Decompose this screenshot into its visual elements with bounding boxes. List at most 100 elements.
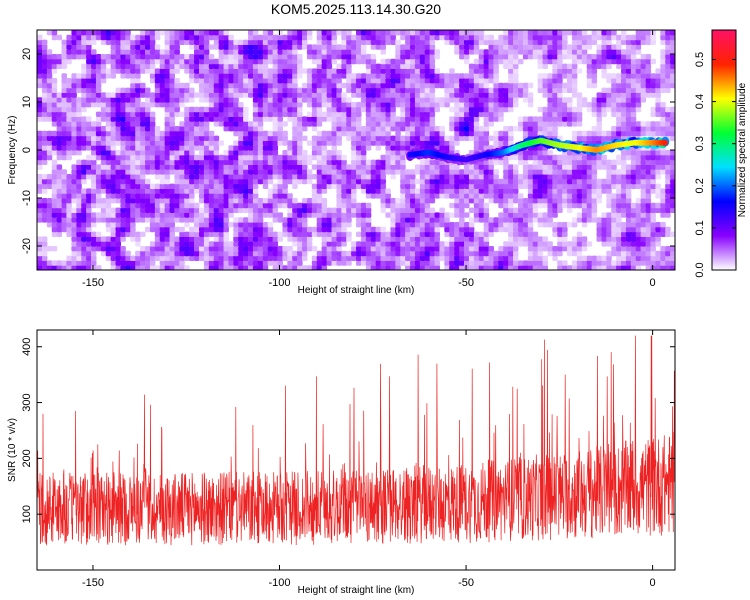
heatmap-cell — [405, 140, 411, 146]
heatmap-cell — [243, 54, 249, 60]
heatmap-cell — [557, 78, 563, 84]
heatmap-cell — [208, 97, 215, 103]
heatmap-cell — [385, 246, 391, 252]
heatmap-cell — [473, 193, 480, 199]
heatmap-cell — [135, 97, 141, 103]
heatmap-cell — [169, 130, 175, 137]
heatmap-cell — [159, 265, 166, 270]
heatmap-cell — [306, 231, 313, 237]
heatmap-cell — [464, 198, 470, 204]
heatmap-cell — [51, 169, 58, 175]
heatmap-cell — [105, 159, 112, 165]
heatmap-cell — [218, 121, 225, 127]
heatmap-cell — [184, 174, 190, 180]
heatmap-cell — [95, 198, 102, 204]
heatmap-cell — [670, 207, 675, 213]
heatmap-cell — [586, 260, 593, 266]
heatmap-cell — [86, 246, 92, 252]
heatmap-cell — [71, 198, 77, 204]
heatmap-cell — [449, 126, 455, 132]
heatmap-cell — [429, 265, 436, 270]
heatmap-cell — [670, 260, 675, 266]
heatmap-cell — [287, 212, 293, 218]
heatmap-cell — [174, 135, 180, 141]
heatmap-cell — [213, 246, 220, 252]
heatmap-cell — [125, 73, 131, 79]
heatmap-cell — [571, 159, 578, 165]
heatmap-cell — [370, 82, 377, 89]
heatmap-cell — [91, 217, 97, 223]
heatmap-cell — [356, 159, 362, 165]
heatmap-cell — [331, 87, 337, 93]
heatmap-cell — [311, 198, 318, 204]
heatmap-cell — [473, 73, 480, 79]
heatmap-cell — [567, 164, 573, 170]
heatmap-cell — [522, 130, 529, 137]
heatmap-cell — [110, 255, 117, 261]
heatmap-cell — [635, 106, 642, 113]
heatmap-cell — [292, 169, 298, 175]
heatmap-cell — [611, 130, 617, 137]
heatmap-cell — [154, 140, 161, 146]
heatmap-cell — [248, 207, 254, 213]
heatmap-cell — [115, 121, 121, 127]
heatmap-cell — [419, 198, 426, 204]
heatmap-cell — [292, 207, 298, 213]
heatmap-cell — [616, 183, 622, 189]
heatmap-cell — [336, 150, 342, 156]
heatmap-cell — [503, 126, 509, 132]
heatmap-cell — [184, 154, 190, 161]
heatmap-cell — [81, 78, 87, 84]
heatmap-cell — [208, 73, 215, 79]
heatmap-cell — [640, 207, 647, 213]
heatmap-cell — [503, 82, 509, 89]
heatmap-cell — [213, 63, 220, 69]
heatmap-cell — [508, 222, 514, 228]
heatmap-cell — [120, 188, 126, 194]
heatmap-cell — [306, 178, 313, 185]
heatmap-cell — [581, 178, 588, 185]
heatmap-cell — [621, 87, 627, 93]
heatmap-cell — [302, 159, 308, 165]
heatmap-cell — [267, 102, 274, 108]
heatmap-cell — [71, 231, 77, 237]
heatmap-cell — [395, 236, 401, 242]
heatmap-cell — [159, 207, 166, 213]
heatmap-cell — [81, 260, 87, 266]
heatmap-cell — [189, 188, 195, 194]
heatmap-cell — [449, 73, 455, 79]
heatmap-cell — [86, 250, 92, 257]
heatmap-cell — [174, 87, 180, 93]
heatmap-cell — [444, 231, 450, 237]
heatmap-cell — [414, 135, 421, 141]
heatmap-cell — [532, 198, 539, 204]
heatmap-cell — [640, 58, 647, 65]
heatmap-cell — [135, 126, 141, 132]
heatmap-cell — [444, 265, 450, 270]
heatmap-cell — [145, 188, 151, 194]
heatmap-cell — [630, 106, 637, 113]
heatmap-cell — [567, 54, 573, 60]
heatmap-cell — [184, 135, 190, 141]
heatmap-cell — [341, 92, 347, 98]
heatmap-cell — [380, 250, 386, 257]
heatmap-cell — [414, 92, 421, 98]
heatmap-cell — [267, 145, 274, 151]
heatmap-cell — [145, 145, 151, 151]
heatmap-cell — [331, 164, 337, 170]
heatmap-cell — [203, 106, 210, 113]
heatmap-cell — [61, 111, 67, 117]
heatmap-cell — [557, 174, 563, 180]
heatmap-cell — [316, 121, 323, 127]
heatmap-cell — [645, 265, 652, 270]
heatmap-cell — [464, 78, 470, 84]
heatmap-cell — [66, 135, 72, 141]
heatmap-cell — [120, 58, 126, 65]
heatmap-cell — [464, 246, 470, 252]
heatmap-cell — [542, 106, 548, 113]
heatmap-cell — [439, 193, 445, 199]
heatmap-cell — [665, 178, 671, 185]
heatmap-cell — [306, 241, 313, 247]
heatmap-cell — [434, 140, 440, 146]
heatmap-cell — [547, 97, 553, 103]
